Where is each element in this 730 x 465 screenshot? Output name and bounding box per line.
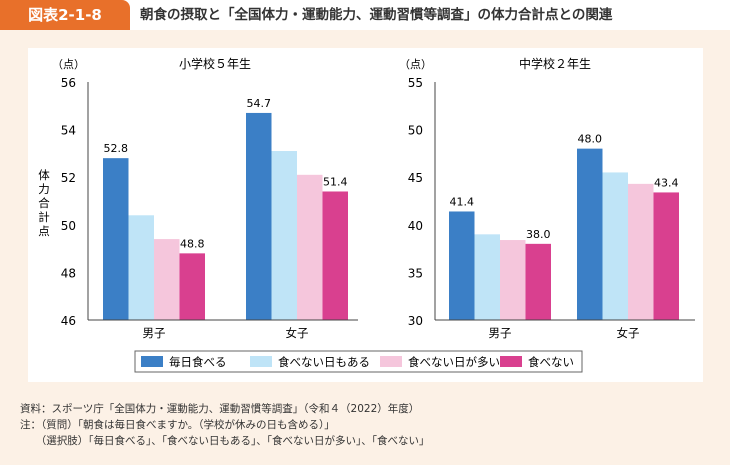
bar-食べない日もある — [128, 215, 154, 320]
bar-食べない — [653, 192, 679, 320]
note-question: 注：（質問）「朝食は毎日食べますか。（学校が休みの日も含める）」 — [20, 419, 335, 431]
x-tick-label: 男子 — [143, 326, 166, 340]
bar-毎日食べる — [449, 211, 475, 320]
bar-食べない — [179, 253, 205, 320]
y-tick-label: 30 — [408, 314, 423, 328]
data-label: 52.8 — [104, 142, 129, 155]
y-axis-label-char: 力 — [38, 182, 50, 196]
legend-box — [134, 350, 583, 373]
y-axis-label-char: 合 — [38, 196, 50, 210]
y-unit-label: （点） — [52, 58, 85, 71]
legend-swatch — [141, 356, 163, 367]
bar-毎日食べる — [577, 148, 603, 320]
source-note: 資料：スポーツ庁「全国体力・運動能力、運動習慣等調査」（令和４（2022）年度） — [20, 403, 420, 415]
bar-食べない日もある — [602, 172, 628, 320]
y-tick-label: 35 — [408, 266, 423, 280]
bar-食べない — [322, 191, 348, 320]
x-tick-label: 女子 — [286, 326, 309, 340]
y-tick-label: 56 — [61, 76, 76, 90]
notes: 資料：スポーツ庁「全国体力・運動能力、運動習慣等調査」（令和４（2022）年度）… — [20, 401, 430, 449]
y-tick-label: 40 — [408, 219, 423, 233]
legend-label: 食べない日が多い — [408, 355, 500, 369]
chart-title: 小学校５年生 — [179, 56, 251, 71]
data-label: 54.7 — [247, 97, 272, 110]
y-tick-label: 52 — [61, 171, 76, 185]
data-label: 48.0 — [578, 133, 603, 146]
x-tick-label: 男子 — [489, 326, 512, 340]
figure-title: 朝食の摂取と「全国体力・運動能力、運動習慣等調査」の体力合計点との関連 — [140, 7, 613, 23]
data-label: 51.4 — [323, 175, 348, 188]
bar-食べない — [525, 243, 551, 320]
y-tick-label: 50 — [61, 219, 76, 233]
data-label: 41.4 — [450, 195, 475, 208]
y-axis-label-char: 計 — [38, 210, 50, 224]
y-tick-label: 45 — [408, 171, 423, 185]
y-unit-label: （点） — [399, 58, 432, 71]
figure-badge: 図表2-1-8 — [0, 0, 130, 30]
y-tick-label: 50 — [408, 124, 423, 138]
y-tick-label: 54 — [61, 124, 76, 138]
header-bar: 図表2-1-8 朝食の摂取と「全国体力・運動能力、運動習慣等調査」の体力合計点と… — [0, 0, 730, 30]
bar-食べない日もある — [271, 151, 297, 320]
data-label: 48.8 — [180, 237, 205, 250]
bar-食べない日が多い — [500, 240, 526, 320]
bar-毎日食べる — [103, 158, 129, 320]
bar-食べない日が多い — [628, 183, 654, 320]
y-tick-label: 46 — [61, 314, 76, 328]
x-tick-label: 女子 — [617, 326, 640, 340]
note-choices: （選択肢）「毎日食べる」、「食べない日もある」、「食べない日が多い」、「食べない… — [20, 435, 430, 447]
data-label: 38.0 — [526, 228, 551, 241]
bar-食べない日が多い — [154, 239, 180, 320]
y-axis-label-char: 体 — [38, 168, 50, 182]
legend-swatch — [500, 356, 522, 367]
y-tick-label: 55 — [408, 76, 423, 90]
legend-swatch — [380, 356, 402, 367]
bar-食べない日が多い — [297, 174, 323, 320]
bar-毎日食べる — [246, 112, 272, 320]
y-axis-label-char: 点 — [38, 224, 50, 238]
chart-svg: （点） 小学校５年生 46 48 50 52 54 56 52.8 48.8 男子 54.7 51.4 女… — [38, 56, 695, 373]
bar-食べない日もある — [474, 234, 500, 320]
legend-label: 食べない — [528, 355, 574, 369]
y-tick-label: 48 — [61, 266, 76, 280]
data-label: 43.4 — [654, 176, 679, 189]
legend-label: 毎日食べる — [169, 355, 227, 369]
legend-swatch — [250, 356, 272, 367]
chart-title: 中学校２年生 — [519, 56, 591, 71]
legend-label: 食べない日もある — [278, 355, 370, 369]
